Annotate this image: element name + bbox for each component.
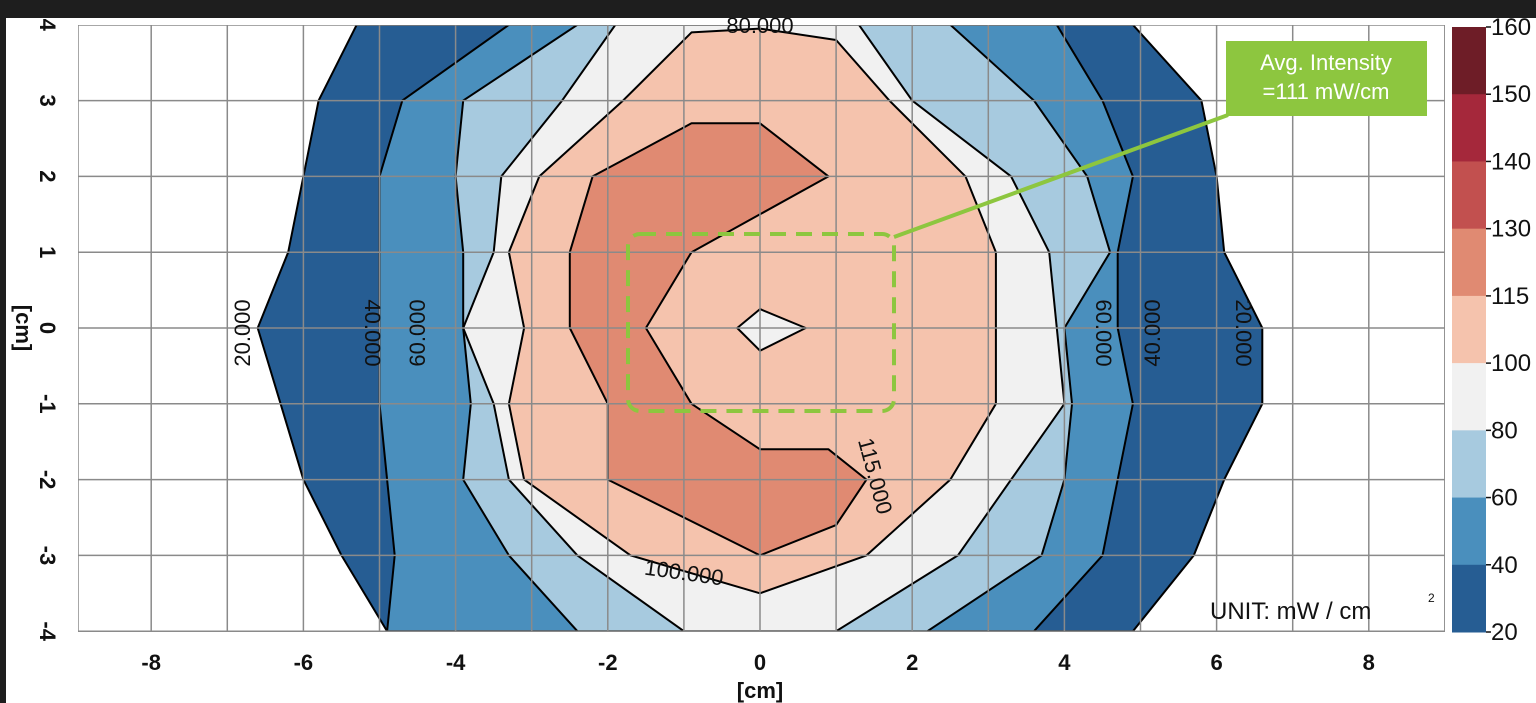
colorbar-segment bbox=[1452, 430, 1486, 499]
y-tick-label: 2 bbox=[35, 170, 60, 182]
y-tick-label: -3 bbox=[35, 546, 60, 566]
colorbar-tick-label: 140 bbox=[1491, 148, 1531, 175]
colorbar-segment bbox=[1452, 27, 1486, 95]
x-tick-label: -6 bbox=[294, 650, 314, 675]
contour-label-20-left: 20.000 bbox=[230, 299, 255, 366]
colorbar-segment bbox=[1452, 497, 1486, 566]
x-tick-label: -4 bbox=[446, 650, 466, 675]
colorbar-tick-label: 60 bbox=[1491, 485, 1518, 512]
colorbar-segment bbox=[1452, 363, 1486, 431]
callout-leader-line bbox=[893, 113, 1229, 239]
y-tick-label: 1 bbox=[35, 246, 60, 258]
x-tick-label: 6 bbox=[1210, 650, 1222, 675]
colorbar-segment bbox=[1452, 564, 1486, 633]
contour-label-60-left: 60.000 bbox=[405, 299, 430, 366]
x-tick-label: 0 bbox=[754, 650, 766, 675]
colorbar-tick-label: 40 bbox=[1491, 552, 1518, 579]
x-tick-label: -2 bbox=[598, 650, 618, 675]
colorbar-tick-label: 160 bbox=[1491, 14, 1531, 41]
y-tick-labels: 4 3 2 1 0 -1 -2 -3 -4 bbox=[35, 19, 60, 642]
colorbar-segment bbox=[1452, 228, 1486, 297]
grid-lines bbox=[78, 25, 1445, 632]
callout-line-1: Avg. Intensity bbox=[1260, 50, 1392, 75]
avg-intensity-callout: Avg. Intensity =111 mW/cm bbox=[626, 41, 1427, 413]
callout-box bbox=[1226, 41, 1427, 116]
x-tick-label: 4 bbox=[1058, 650, 1071, 675]
contour-band-5 bbox=[568, 122, 868, 557]
colorbar-tick-label: 150 bbox=[1491, 81, 1531, 108]
callout-highlight-box bbox=[626, 232, 896, 413]
colorbar-segment bbox=[1452, 161, 1486, 230]
callout-line-2: =111 mW/cm bbox=[1263, 79, 1390, 104]
unit-text: UNIT: mW / cm bbox=[1210, 598, 1371, 625]
contour-label-20-right: 20.000 bbox=[1231, 299, 1256, 366]
colorbar: 160 150 140 130 115 100 80 60 40 20 bbox=[1452, 14, 1531, 646]
y-tick-label: 3 bbox=[35, 94, 60, 106]
x-axis-label: [cm] bbox=[737, 678, 783, 703]
y-tick-label: -1 bbox=[35, 394, 60, 414]
contour-label-60-right: 60.000 bbox=[1091, 299, 1116, 366]
colorbar-tick-label: 130 bbox=[1491, 216, 1531, 243]
y-tick-label: 4 bbox=[35, 19, 60, 32]
colorbar-tick-label: 20 bbox=[1491, 619, 1518, 646]
y-tick-label: 0 bbox=[35, 322, 60, 334]
x-tick-label: 8 bbox=[1363, 650, 1375, 675]
unit-label: UNIT: mW / cm 2 bbox=[1210, 591, 1435, 625]
colorbar-tick-label: 80 bbox=[1491, 417, 1518, 444]
colorbar-tick-label: 115 bbox=[1491, 283, 1529, 310]
colorbar-tick-label: 100 bbox=[1491, 350, 1531, 377]
colorbar-segment bbox=[1452, 94, 1486, 162]
contour-label-40-left: 40.000 bbox=[360, 299, 385, 366]
y-tick-label: -4 bbox=[35, 621, 60, 641]
colorbar-segment bbox=[1452, 295, 1486, 364]
contour-label-40-right: 40.000 bbox=[1140, 299, 1165, 366]
y-tick-label: -2 bbox=[35, 470, 60, 490]
x-tick-label: -8 bbox=[141, 650, 161, 675]
x-tick-label: 2 bbox=[906, 650, 918, 675]
unit-superscript: 2 bbox=[1428, 591, 1435, 605]
left-strip bbox=[0, 0, 6, 703]
top-strip bbox=[0, 0, 1536, 18]
y-axis-label: [cm] bbox=[11, 305, 36, 351]
x-tick-labels: -8 -6 -4 -2 0 2 4 6 8 bbox=[141, 650, 1375, 675]
